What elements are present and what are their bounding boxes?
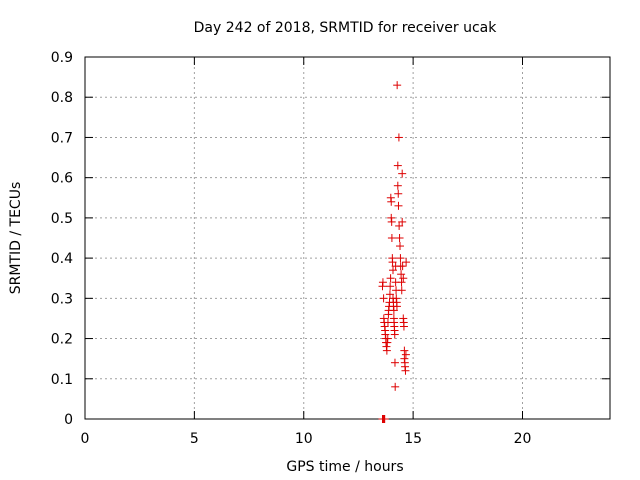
y-tick-label: 0.8 — [51, 90, 73, 106]
data-point — [398, 217, 407, 226]
data-point — [394, 133, 403, 142]
data-point — [380, 415, 389, 423]
data-point — [401, 366, 410, 375]
x-axis-title: GPS time / hours — [286, 459, 403, 475]
x-tick-label: 20 — [514, 431, 532, 447]
data-point — [395, 234, 404, 242]
data-point — [397, 270, 406, 279]
data-point — [394, 189, 403, 198]
y-tick-label: 0.6 — [51, 171, 73, 187]
data-point — [387, 234, 396, 242]
data-point — [399, 274, 408, 283]
data-point — [398, 262, 407, 271]
data-point — [399, 322, 408, 331]
data-point — [382, 346, 391, 355]
y-tick-label: 0.5 — [51, 211, 73, 227]
x-tick-label: 5 — [190, 431, 199, 447]
plot-border — [84, 56, 611, 420]
data-point — [389, 306, 398, 315]
chart-title: Day 242 of 2018, SRMTID for receiver uca… — [194, 20, 498, 36]
data-point — [394, 201, 403, 210]
data-point — [387, 217, 396, 226]
data-point — [398, 169, 407, 178]
y-tick-label: 0.9 — [51, 50, 73, 66]
y-tick-label: 0.2 — [51, 332, 73, 348]
y-tick-label: 0.3 — [51, 291, 73, 307]
data-point — [389, 266, 397, 275]
data-point — [388, 258, 397, 267]
data-point — [378, 278, 387, 287]
data-point — [383, 334, 392, 343]
x-tick-label: 0 — [81, 431, 90, 447]
x-axis-ticks: 0 5 10 15 20 — [81, 57, 532, 447]
data-point — [379, 294, 388, 303]
data-point — [391, 382, 400, 391]
data-point — [396, 254, 405, 263]
data-point — [393, 81, 402, 90]
x-tick-label: 15 — [404, 431, 422, 447]
grid-lines — [85, 57, 610, 419]
data-point — [387, 197, 396, 206]
data-point — [397, 286, 406, 295]
data-point — [402, 258, 411, 267]
data-points — [378, 81, 411, 423]
x-tick-label: 10 — [295, 431, 313, 447]
data-point — [386, 274, 395, 283]
data-point — [386, 282, 395, 291]
y-tick-label: 0.7 — [51, 130, 73, 146]
data-point — [393, 181, 402, 190]
y-tick-label: 0.4 — [51, 251, 73, 267]
data-point — [395, 221, 404, 230]
data-point — [397, 278, 406, 287]
data-point — [393, 161, 402, 170]
y-tick-label: 0 — [64, 412, 73, 428]
data-point — [392, 302, 401, 311]
y-axis-title: SRMTID / TECUs — [8, 182, 24, 295]
data-point — [390, 358, 399, 367]
y-axis-ticks: 0 0.1 0.2 0.3 0.4 0.5 0.6 0.7 0.8 0.9 — [51, 50, 610, 428]
data-point — [385, 290, 394, 299]
data-point — [400, 346, 409, 355]
data-point — [396, 242, 404, 251]
y-tick-label: 0.1 — [51, 372, 73, 388]
plot-frame — [84, 56, 611, 420]
data-point — [401, 350, 410, 359]
data-point — [390, 330, 399, 339]
